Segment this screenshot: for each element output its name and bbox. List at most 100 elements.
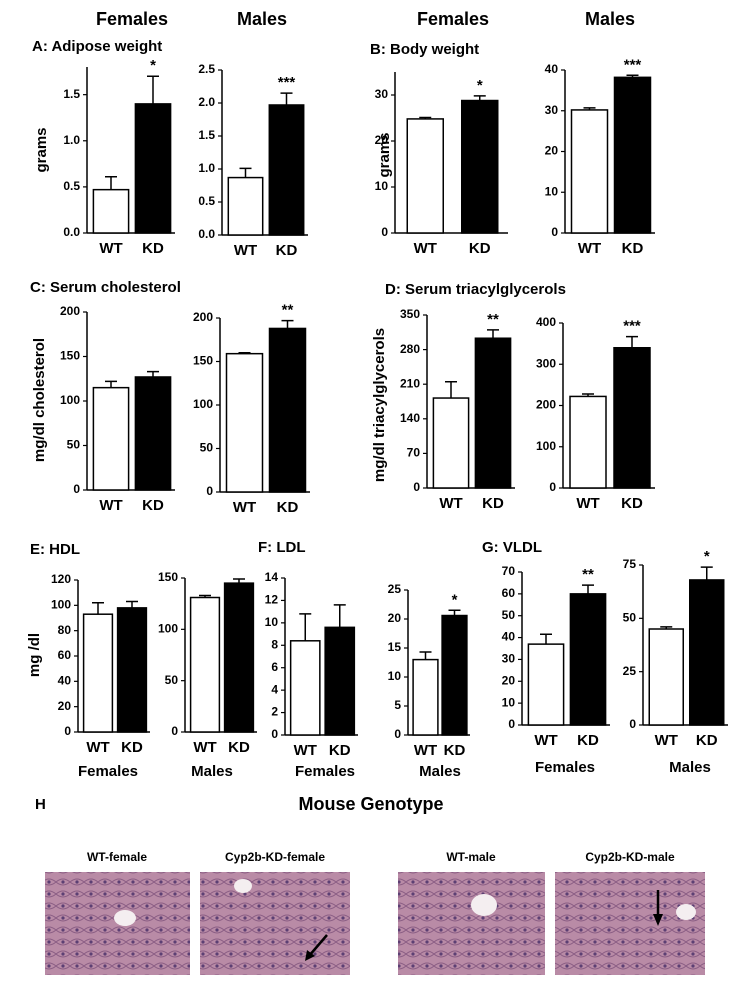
vessel (234, 879, 252, 893)
group-label: Females (295, 763, 355, 780)
x-tick-label: WT (233, 499, 256, 516)
error-bar (419, 651, 432, 660)
error-bar (280, 92, 293, 105)
error-bar (233, 578, 245, 584)
y-tick-label: 10 (502, 695, 516, 709)
y-tick-label: 10 (265, 615, 279, 629)
y-tick-label: 50 (502, 608, 516, 622)
histology-images (45, 872, 705, 975)
error-bar (281, 319, 294, 329)
significance: * (452, 591, 458, 608)
error-bar (473, 95, 486, 101)
group-label: Females (535, 759, 595, 776)
y-tick-label: 40 (502, 630, 516, 644)
bar (441, 614, 468, 736)
y-tick-label: 14 (265, 570, 279, 584)
y-tick-label: 200 (193, 310, 213, 324)
y-tick-label: 0.5 (198, 194, 215, 208)
y-tick-label: 150 (193, 354, 213, 368)
error-bar (419, 116, 432, 119)
bar (461, 99, 499, 234)
x-tick-label: WT (414, 742, 437, 759)
bar (569, 593, 607, 726)
bar (689, 579, 725, 726)
y-tick-label: 200 (60, 304, 80, 318)
section-title: Mouse Genotype (298, 794, 443, 814)
x-tick-label: WT (439, 495, 462, 512)
y-tick-label: 30 (502, 652, 516, 666)
group-label: Females (96, 9, 168, 29)
panel-title: B: Body weight (370, 41, 479, 58)
error-bar (700, 566, 713, 580)
significance: *** (624, 56, 642, 73)
y-tick-label: 0.0 (198, 227, 215, 241)
bar (268, 104, 305, 236)
y-tick-label: 10 (388, 669, 402, 683)
image-label: Cyp2b-KD-female (225, 850, 325, 864)
y-tick-label: 100 (536, 439, 556, 453)
y-tick-label: 50 (623, 611, 637, 625)
vessel (471, 894, 497, 916)
significance: * (704, 548, 710, 565)
y-tick-label: 0 (381, 225, 388, 239)
y-tick-label: 25 (623, 664, 637, 678)
group-label: Males (419, 763, 461, 780)
panel-title: F: LDL (258, 539, 305, 556)
y-tick-label: 1.0 (63, 133, 80, 147)
y-tick-label: 0 (413, 480, 420, 494)
y-tick-label: 4 (271, 682, 278, 696)
panel-title: C: Serum cholesterol (30, 279, 181, 296)
arrow (308, 934, 328, 957)
y-tick-label: 70 (407, 446, 421, 460)
significance: *** (623, 318, 641, 335)
x-tick-label: WT (99, 497, 122, 514)
y-tick-label: 100 (158, 622, 178, 636)
x-tick-label: KD (622, 240, 644, 257)
error-bar (487, 329, 499, 339)
y-tick-label: 400 (536, 315, 556, 329)
bar (134, 376, 172, 491)
bar (223, 582, 255, 733)
y-tick-label: 100 (51, 598, 71, 612)
bar (613, 76, 652, 234)
bar (189, 596, 221, 733)
x-tick-label: KD (142, 497, 164, 514)
error-bar (147, 370, 159, 377)
y-tick-label: 80 (58, 623, 72, 637)
micrograph (555, 872, 705, 975)
x-tick-label: KD (621, 495, 643, 512)
y-axis-label: grams (33, 127, 50, 172)
y-tick-label: 0 (629, 717, 636, 731)
y-axis-label: grams (376, 132, 393, 177)
bar (569, 395, 607, 489)
group-label: Males (669, 759, 711, 776)
group-label: Females (78, 763, 138, 780)
arrow-head (653, 914, 663, 926)
error-bar (448, 609, 461, 616)
error-bar (540, 633, 552, 645)
y-tick-label: 150 (158, 570, 178, 584)
bar (225, 352, 264, 493)
x-tick-label: WT (655, 732, 678, 749)
error-bar (199, 594, 211, 598)
y-tick-label: 2.5 (198, 62, 215, 76)
y-tick-label: 15 (388, 640, 402, 654)
y-axis-label: mg/dl triacylglycerols (371, 328, 388, 482)
bar (289, 640, 321, 736)
error-bar (582, 584, 594, 594)
error-bar (582, 393, 594, 397)
y-tick-label: 1.0 (198, 161, 215, 175)
y-tick-label: 20 (545, 144, 559, 158)
y-tick-label: 0 (394, 727, 401, 741)
bar (227, 176, 264, 236)
y-tick-label: 150 (60, 349, 80, 363)
y-tick-label: 0 (271, 727, 278, 741)
y-tick-label: 70 (502, 564, 516, 578)
panel-label: H (35, 796, 46, 813)
panel-title: E: HDL (30, 541, 80, 558)
significance: *** (278, 74, 296, 91)
bar (527, 643, 565, 726)
error-bar (238, 352, 251, 354)
y-tick-label: 280 (400, 342, 420, 356)
x-tick-label: WT (576, 495, 599, 512)
